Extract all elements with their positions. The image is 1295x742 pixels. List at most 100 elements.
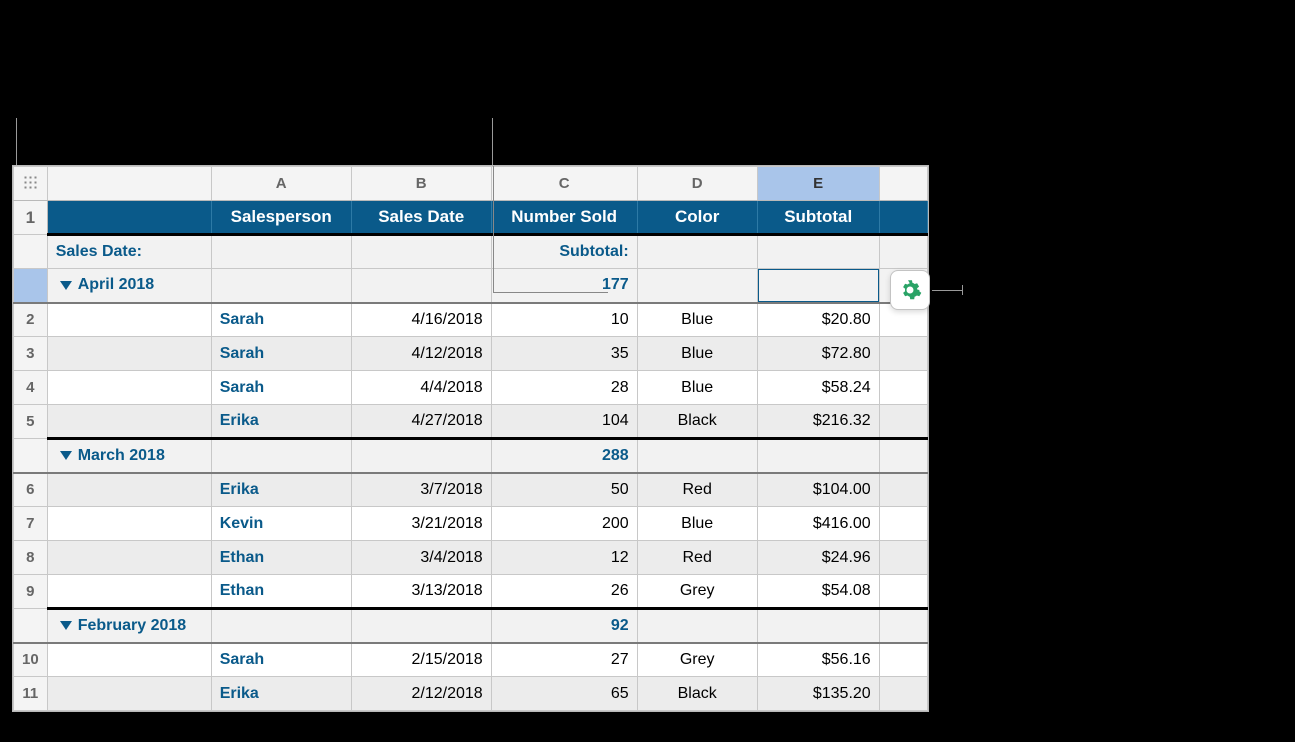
column-header-tail[interactable] <box>879 167 927 201</box>
cell-color[interactable]: Black <box>637 677 757 711</box>
cell-numbersold[interactable]: 65 <box>491 677 637 711</box>
cell-color[interactable]: Red <box>637 541 757 575</box>
cell-subtotal[interactable]: $54.08 <box>757 575 879 609</box>
column-header-blank[interactable] <box>47 167 211 201</box>
cell-salesdate[interactable]: 2/15/2018 <box>351 643 491 677</box>
cell-subtotal[interactable]: $216.32 <box>757 405 879 439</box>
row-number[interactable]: 9 <box>14 575 48 609</box>
cell-salesdate[interactable]: 4/12/2018 <box>351 337 491 371</box>
cell-salesdate[interactable]: 3/4/2018 <box>351 541 491 575</box>
field-header-salesperson[interactable]: Salesperson <box>211 201 351 235</box>
cell-blank[interactable] <box>47 473 211 507</box>
summary-cell-d[interactable] <box>637 235 757 269</box>
cell-salesdate[interactable]: 3/21/2018 <box>351 507 491 541</box>
summary-aggregate-label[interactable]: Subtotal: <box>491 235 637 269</box>
summary-cell-a[interactable] <box>211 235 351 269</box>
row-number-blank[interactable] <box>14 235 48 269</box>
cell-subtotal[interactable]: $20.80 <box>757 303 879 337</box>
cell-blank[interactable] <box>47 337 211 371</box>
cell-salesdate[interactable]: 3/7/2018 <box>351 473 491 507</box>
group-cell[interactable] <box>637 439 757 473</box>
field-header-color[interactable]: Color <box>637 201 757 235</box>
selected-cell[interactable] <box>757 269 879 303</box>
row-number[interactable]: 3 <box>14 337 48 371</box>
column-header-c[interactable]: C <box>491 167 637 201</box>
group-cell[interactable] <box>637 609 757 643</box>
cell-salesperson[interactable]: Sarah <box>211 337 351 371</box>
group-toggle[interactable]: March 2018 <box>47 439 211 473</box>
row-number-1[interactable]: 1 <box>14 201 48 235</box>
cell-numbersold[interactable]: 28 <box>491 371 637 405</box>
cell-salesperson[interactable]: Ethan <box>211 575 351 609</box>
cell-blank[interactable] <box>47 541 211 575</box>
field-header-subtotal[interactable]: Subtotal <box>757 201 879 235</box>
cell-blank[interactable] <box>47 677 211 711</box>
row-number[interactable]: 2 <box>14 303 48 337</box>
cell-subtotal[interactable]: $104.00 <box>757 473 879 507</box>
summary-groupby-label[interactable]: Sales Date: <box>47 235 211 269</box>
cell-salesdate[interactable]: 4/4/2018 <box>351 371 491 405</box>
row-number[interactable]: 5 <box>14 405 48 439</box>
group-toggle[interactable]: February 2018 <box>47 609 211 643</box>
row-number[interactable]: 8 <box>14 541 48 575</box>
cell-color[interactable]: Blue <box>637 303 757 337</box>
cell-blank[interactable] <box>47 303 211 337</box>
cell-color[interactable]: Blue <box>637 337 757 371</box>
group-cell[interactable] <box>211 439 351 473</box>
column-header-e-selected[interactable]: E <box>757 167 879 201</box>
cell-subtotal[interactable]: $24.96 <box>757 541 879 575</box>
group-sum-numbersold[interactable]: 92 <box>491 609 637 643</box>
field-header-salesdate[interactable]: Sales Date <box>351 201 491 235</box>
group-row-number[interactable] <box>14 269 48 303</box>
group-cell[interactable] <box>757 439 879 473</box>
cell-subtotal[interactable]: $58.24 <box>757 371 879 405</box>
field-header-blank[interactable] <box>47 201 211 235</box>
cell-blank[interactable] <box>47 643 211 677</box>
cell-numbersold[interactable]: 10 <box>491 303 637 337</box>
cell-numbersold[interactable]: 12 <box>491 541 637 575</box>
cell-subtotal[interactable]: $135.20 <box>757 677 879 711</box>
row-number[interactable]: 11 <box>14 677 48 711</box>
cell-blank[interactable] <box>47 507 211 541</box>
cell-numbersold[interactable]: 26 <box>491 575 637 609</box>
summary-cell-b[interactable] <box>351 235 491 269</box>
row-number[interactable]: 7 <box>14 507 48 541</box>
cell-numbersold[interactable]: 50 <box>491 473 637 507</box>
cell-salesperson[interactable]: Erika <box>211 473 351 507</box>
select-all-corner[interactable] <box>14 167 48 201</box>
cell-salesperson[interactable]: Erika <box>211 405 351 439</box>
cell-salesperson[interactable]: Kevin <box>211 507 351 541</box>
group-cell[interactable] <box>351 609 491 643</box>
group-cell[interactable] <box>637 269 757 303</box>
cell-salesdate[interactable]: 2/12/2018 <box>351 677 491 711</box>
cell-blank[interactable] <box>47 405 211 439</box>
cell-salesdate[interactable]: 3/13/2018 <box>351 575 491 609</box>
cell-numbersold[interactable]: 27 <box>491 643 637 677</box>
cell-salesdate[interactable]: 4/27/2018 <box>351 405 491 439</box>
group-toggle[interactable]: April 2018 <box>47 269 211 303</box>
cell-numbersold[interactable]: 200 <box>491 507 637 541</box>
group-cell[interactable] <box>351 439 491 473</box>
cell-salesdate[interactable]: 4/16/2018 <box>351 303 491 337</box>
cell-numbersold[interactable]: 104 <box>491 405 637 439</box>
cell-color[interactable]: Red <box>637 473 757 507</box>
cell-salesperson[interactable]: Sarah <box>211 643 351 677</box>
group-sum-numbersold[interactable]: 288 <box>491 439 637 473</box>
group-row-number[interactable] <box>14 609 48 643</box>
cell-color[interactable]: Blue <box>637 371 757 405</box>
cell-salesperson[interactable]: Erika <box>211 677 351 711</box>
group-cell[interactable] <box>211 609 351 643</box>
group-cell[interactable] <box>211 269 351 303</box>
cell-salesperson[interactable]: Ethan <box>211 541 351 575</box>
row-number[interactable]: 10 <box>14 643 48 677</box>
cell-color[interactable]: Grey <box>637 575 757 609</box>
cell-color[interactable]: Blue <box>637 507 757 541</box>
row-number[interactable]: 4 <box>14 371 48 405</box>
column-header-d[interactable]: D <box>637 167 757 201</box>
cell-color[interactable]: Grey <box>637 643 757 677</box>
column-header-a[interactable]: A <box>211 167 351 201</box>
group-cell[interactable] <box>757 609 879 643</box>
cell-blank[interactable] <box>47 575 211 609</box>
category-options-button[interactable] <box>890 270 930 310</box>
group-row-number[interactable] <box>14 439 48 473</box>
